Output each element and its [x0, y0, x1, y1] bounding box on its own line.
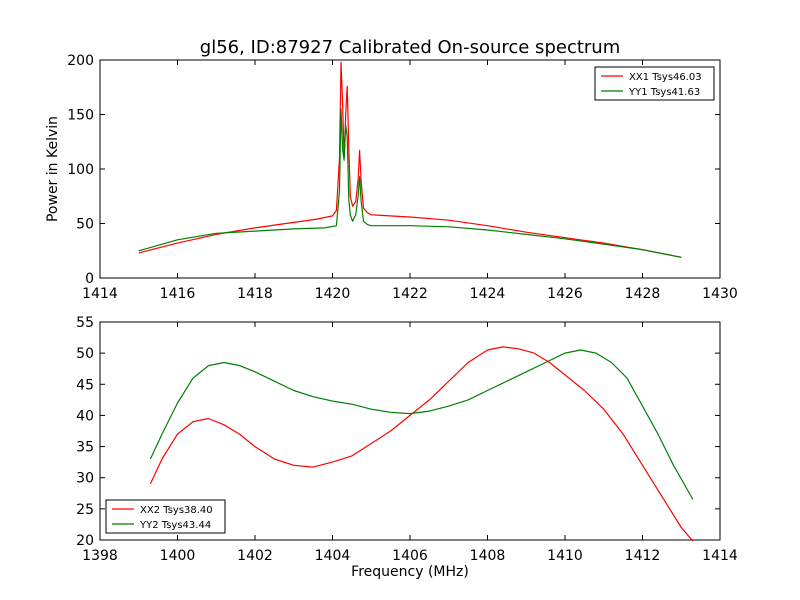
- y-tick-label: 35: [76, 440, 94, 456]
- x-tick-label: 1428: [625, 286, 661, 302]
- chart-title: gl56, ID:87927 Calibrated On-source spec…: [200, 37, 620, 58]
- series-line-1: [138, 61, 682, 258]
- y-tick-label: 30: [76, 471, 94, 487]
- y-tick-label: 200: [67, 53, 94, 69]
- bottom-axis-ticks: 1398 1400 1402 1404 1406 1408 1410 1412 1414 20 25…: [76, 315, 738, 564]
- x-tick-label: 1418: [237, 286, 273, 302]
- x-tick-label: 1398: [82, 548, 118, 564]
- x-tick-label: 1408: [470, 548, 506, 564]
- series-line-2: [149, 349, 694, 500]
- top-axis-ticks: 1414 1416 1418 1420 1422 1424 1426 1428 1430 0 50 1…: [67, 53, 738, 302]
- top-spectrum-panel: gl56, ID:87927 Calibrated On-source spec…: [45, 37, 738, 302]
- y-tick-label: 55: [76, 315, 94, 331]
- y-tick-label: 150: [67, 108, 94, 124]
- y-tick-label: 20: [76, 533, 94, 549]
- bottom-series: [149, 346, 694, 542]
- legend-label: YY2 Tsys43.44: [139, 520, 211, 531]
- legend-box: [594, 66, 715, 101]
- series-line-2: [138, 108, 682, 258]
- y-axis-label: Power in Kelvin: [45, 116, 61, 222]
- top-legend: XX1 Tsys46.03 YY1 Tsys41.63: [594, 66, 715, 101]
- y-tick-label: 0: [85, 271, 94, 287]
- y-tick-label: 100: [67, 162, 94, 178]
- x-tick-label: 1416: [160, 286, 196, 302]
- y-tick-label: 45: [76, 377, 94, 393]
- x-tick-label: 1400: [160, 548, 196, 564]
- x-tick-label: 1426: [547, 286, 583, 302]
- x-tick-label: 1406: [392, 548, 428, 564]
- top-series: [138, 61, 682, 258]
- x-tick-label: 1430: [702, 286, 738, 302]
- x-tick-label: 1414: [702, 548, 738, 564]
- legend-label: YY1 Tsys41.63: [628, 87, 700, 98]
- legend-box: [105, 499, 226, 534]
- legend-label: XX1 Tsys46.03: [629, 72, 702, 83]
- bottom-spectrum-panel: Frequency (MHz) 1398 1400 1402 1404 1406 1408…: [76, 315, 738, 580]
- x-tick-label: 1424: [470, 286, 506, 302]
- x-tick-label: 1414: [82, 286, 118, 302]
- y-tick-label: 25: [76, 502, 94, 518]
- x-tick-label: 1412: [625, 548, 661, 564]
- x-axis-label: Frequency (MHz): [351, 564, 469, 580]
- x-tick-label: 1422: [392, 286, 428, 302]
- x-tick-label: 1404: [315, 548, 351, 564]
- x-tick-label: 1420: [315, 286, 351, 302]
- y-tick-label: 50: [76, 346, 94, 362]
- series-line-1: [149, 346, 694, 542]
- y-tick-label: 50: [76, 217, 94, 233]
- legend-label: XX2 Tsys38.40: [140, 505, 213, 516]
- y-tick-label: 40: [76, 408, 94, 424]
- x-tick-label: 1402: [237, 548, 273, 564]
- bottom-legend: XX2 Tsys38.40 YY2 Tsys43.44: [105, 499, 226, 534]
- x-tick-label: 1410: [547, 548, 583, 564]
